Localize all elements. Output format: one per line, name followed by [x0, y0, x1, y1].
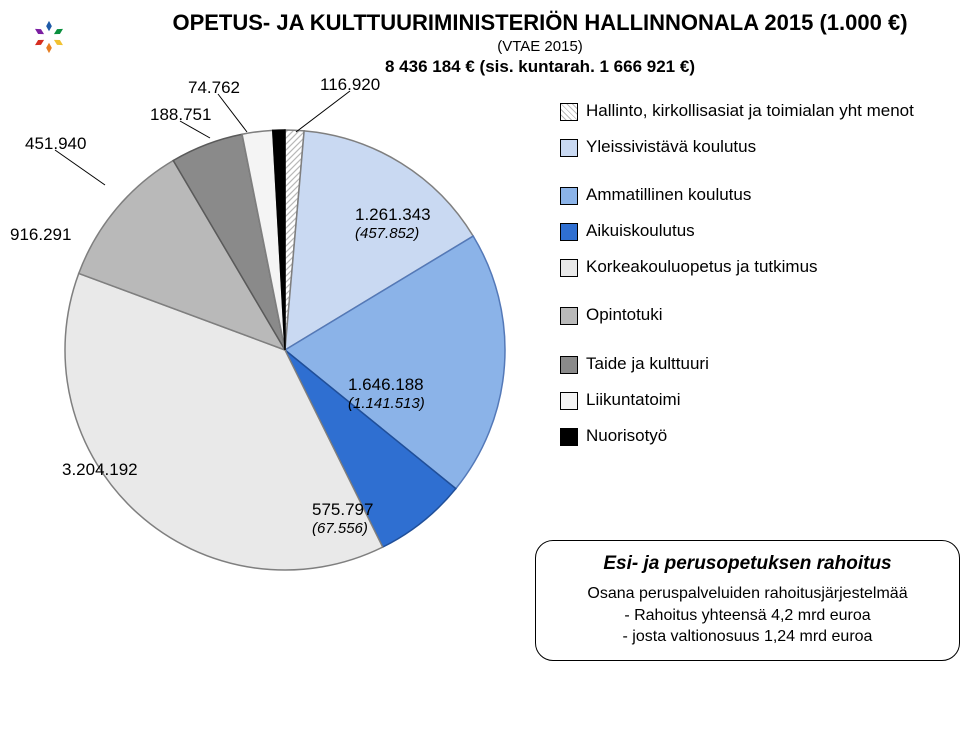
legend-swatch-2 — [560, 187, 578, 205]
page-subtitle: (VTAE 2015) — [140, 38, 940, 55]
legend-item-5: Opintotuki — [560, 304, 940, 326]
leader-nuoriso — [218, 94, 247, 132]
legend-item-3: Aikuiskoulutus — [560, 220, 940, 242]
footnote-callout: Esi- ja perusopetuksen rahoitus Osana pe… — [535, 540, 960, 661]
legend-item-1: Yleissivistävä koulutus — [560, 136, 940, 158]
legend-label-7: Liikuntatoimi — [586, 389, 681, 411]
slice-label-nuoriso: 74.762 — [188, 78, 240, 98]
slice-label-taide: 451.940 — [25, 134, 86, 154]
legend-item-6: Taide ja kulttuuri — [560, 353, 940, 375]
legend-swatch-0 — [560, 103, 578, 121]
legend-label-2: Ammatillinen koulutus — [586, 184, 751, 206]
legend-swatch-8 — [560, 428, 578, 446]
legend-item-2: Ammatillinen koulutus — [560, 184, 940, 206]
page-root: OPETUS- JA KULTTUURIMINISTERIÖN HALLINNO… — [0, 0, 960, 735]
slice-label-aikuis: 575.797(67.556) — [312, 500, 373, 537]
legend-swatch-7 — [560, 392, 578, 410]
slice-label-ammat: 1.646.188(1.141.513) — [348, 375, 425, 412]
slice-label-hallinto: 116.920 — [320, 75, 380, 95]
slice-label-korkea: 3.204.192 — [62, 460, 138, 480]
legend-label-3: Aikuiskoulutus — [586, 220, 695, 242]
legend-swatch-3 — [560, 223, 578, 241]
callout-title: Esi- ja perusopetuksen rahoitus — [550, 553, 945, 575]
legend-item-4: Korkeakouluopetus ja tutkimus — [560, 256, 940, 278]
chart-header: OPETUS- JA KULTTUURIMINISTERIÖN HALLINNO… — [140, 10, 940, 77]
leader-taide — [55, 150, 105, 185]
legend: Hallinto, kirkollisasiat ja toimialan yh… — [560, 100, 940, 461]
legend-swatch-1 — [560, 139, 578, 157]
legend-swatch-5 — [560, 307, 578, 325]
legend-swatch-6 — [560, 356, 578, 374]
legend-item-8: Nuorisotyö — [560, 425, 940, 447]
slice-label-opinto: 916.291 — [10, 225, 71, 245]
legend-label-4: Korkeakouluopetus ja tutkimus — [586, 256, 818, 278]
page-title: OPETUS- JA KULTTUURIMINISTERIÖN HALLINNO… — [140, 10, 940, 36]
legend-label-0: Hallinto, kirkollisasiat ja toimialan yh… — [586, 100, 914, 122]
legend-item-7: Liikuntatoimi — [560, 389, 940, 411]
slice-label-yleissiv: 1.261.343(457.852) — [355, 205, 431, 242]
pie-chart-area: 116.9201.261.343(457.852)1.646.188(1.141… — [20, 80, 530, 600]
page-subline: 8 436 184 € (sis. kuntarah. 1 666 921 €) — [140, 57, 940, 77]
brand-logo — [30, 18, 68, 56]
leader-hallinto — [296, 91, 350, 132]
callout-line-2: - Rahoitus yhteensä 4,2 mrd euroa — [550, 605, 945, 627]
legend-label-6: Taide ja kulttuuri — [586, 353, 709, 375]
legend-item-0: Hallinto, kirkollisasiat ja toimialan yh… — [560, 100, 940, 122]
pie-chart — [20, 80, 530, 600]
slice-label-liikunta: 188.751 — [150, 105, 211, 125]
legend-swatch-4 — [560, 259, 578, 277]
legend-label-1: Yleissivistävä koulutus — [586, 136, 756, 158]
callout-line-1: Osana peruspalveluiden rahoitusjärjestel… — [550, 583, 945, 605]
callout-line-3: - josta valtionosuus 1,24 mrd euroa — [550, 626, 945, 648]
legend-label-5: Opintotuki — [586, 304, 663, 326]
legend-label-8: Nuorisotyö — [586, 425, 667, 447]
